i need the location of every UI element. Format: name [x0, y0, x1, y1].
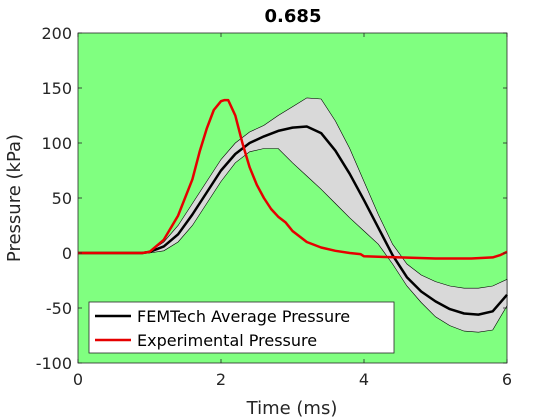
y-tick-label: -100 — [36, 354, 72, 373]
legend: FEMTech Average Pressure Experimental Pr… — [88, 301, 395, 354]
y-tick-label: 150 — [41, 79, 72, 98]
y-tick-label: 100 — [41, 134, 72, 153]
y-tick-label: 50 — [52, 189, 72, 208]
y-tick-label: 200 — [41, 24, 72, 43]
x-tick-label: 2 — [216, 370, 226, 389]
legend-label-femtech: FEMTech Average Pressure — [137, 307, 350, 326]
y-tick-label: -50 — [46, 299, 72, 318]
x-tick-label: 6 — [502, 370, 512, 389]
y-axis-label: Pressure (kPa) — [4, 134, 25, 262]
series-line-femtech — [78, 125, 508, 316]
y-tick-label: 0 — [62, 244, 72, 263]
chart-title: 0.685 — [265, 6, 322, 27]
legend-label-experimental: Experimental Pressure — [137, 331, 317, 350]
x-axis-label: Time (ms) — [246, 398, 338, 419]
x-tick-label: 0 — [73, 370, 83, 389]
uncertainty-band — [78, 97, 508, 333]
series-line-experimental — [78, 98, 508, 260]
legend-box — [88, 301, 395, 354]
x-tick-label: 4 — [359, 370, 369, 389]
